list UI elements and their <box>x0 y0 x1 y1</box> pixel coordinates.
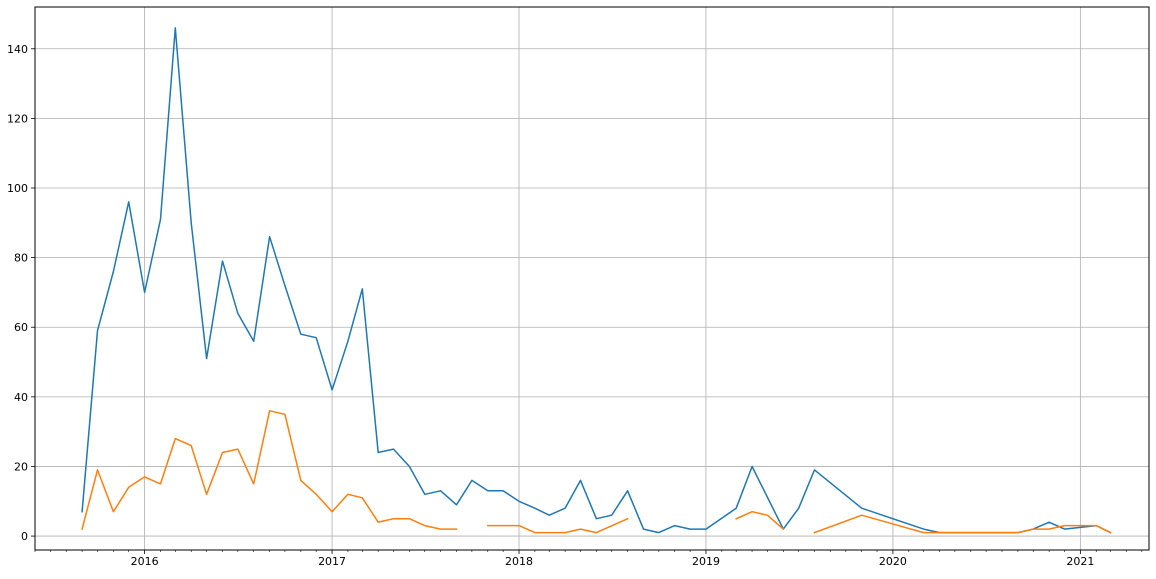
axes: 2016 2017 2018 2019 2020 2021 0 20 40 60 80 100 120 1… <box>7 43 1143 568</box>
series-1-line-3 <box>813 514 1112 534</box>
grid <box>35 7 1149 550</box>
x-tick-label-4: 2020 <box>879 555 907 568</box>
y-tick-label-5: 100 <box>7 182 28 195</box>
x-tick-label-2: 2018 <box>505 555 533 568</box>
series-1-line-2 <box>735 510 785 531</box>
series-group <box>81 27 1112 534</box>
x-tick-label-0: 2016 <box>131 555 159 568</box>
plot-background <box>35 7 1149 550</box>
y-tick-label-6: 120 <box>7 112 28 125</box>
y-tick-label-1: 20 <box>14 460 28 473</box>
x-tick-label-5: 2021 <box>1066 555 1094 568</box>
y-tick-label-3: 60 <box>14 321 28 334</box>
series-0-line-0 <box>81 27 1112 534</box>
y-tick-label-7: 140 <box>7 43 28 56</box>
x-tick-label-3: 2019 <box>692 555 720 568</box>
y-tick-label-0: 0 <box>21 530 28 543</box>
y-tick-label-2: 40 <box>14 391 28 404</box>
y-tick-label-4: 80 <box>14 252 28 265</box>
x-tick-label-1: 2017 <box>318 555 346 568</box>
series-1-line-0 <box>81 410 458 531</box>
series-1-line-1 <box>487 517 629 534</box>
plot-frame <box>34 6 1150 551</box>
